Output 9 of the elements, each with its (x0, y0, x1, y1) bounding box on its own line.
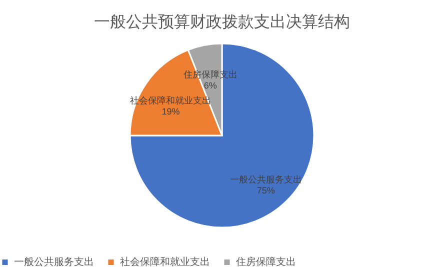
data-label: 19% (162, 106, 180, 117)
chart-title: 一般公共预算财政拨款支出决算结构 (94, 13, 350, 31)
slice-label: 一般公共服务支出 (230, 174, 302, 184)
data-label: 75% (256, 185, 275, 196)
pie-slice (129, 42, 315, 228)
data-label: 6% (204, 80, 217, 91)
legend-label: 社会保障和就业支出 (120, 256, 210, 267)
legend-label: 一般公共服务支出 (14, 256, 94, 267)
legend-label: 住房保障支出 (236, 256, 296, 267)
